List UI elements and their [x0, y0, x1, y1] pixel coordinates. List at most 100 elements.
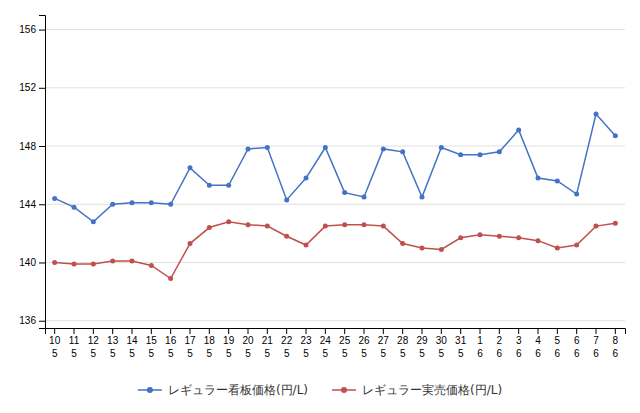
x-tick-label-line: 5	[400, 348, 406, 359]
x-tick-label-line: 5	[52, 348, 58, 359]
x-tick-label-line: 10	[49, 335, 61, 346]
y-tick: 136	[19, 315, 45, 326]
x-tick-mark	[54, 328, 55, 334]
y-tick-label: 148	[19, 141, 36, 152]
x-tick-label: 76	[593, 335, 599, 359]
x-tick-mark	[460, 328, 461, 334]
x-tick-label: 125	[88, 335, 100, 359]
x-tick: 235	[300, 328, 312, 359]
x-tick-label-line: 5	[129, 348, 135, 359]
x-tick-label: 205	[242, 335, 254, 359]
series-point	[130, 200, 135, 205]
series-point	[72, 261, 77, 266]
y-tick-mark	[39, 262, 45, 263]
x-tick: 16	[477, 328, 483, 359]
x-tick-label: 295	[416, 335, 428, 359]
x-tick: 105	[49, 328, 61, 359]
x-tick-label: 26	[497, 335, 503, 359]
x-tick: 125	[88, 328, 100, 359]
series-point	[516, 235, 521, 240]
series-line	[55, 114, 616, 222]
legend-swatch-marker	[147, 387, 153, 393]
y-tick-mark	[39, 30, 45, 31]
series-point	[304, 243, 309, 248]
x-tick-mark	[538, 328, 539, 334]
series-point	[246, 222, 251, 227]
x-tick-mark	[190, 328, 191, 334]
y-tick-mark	[39, 146, 45, 147]
x-tick-label: 56	[555, 335, 561, 359]
x-tick-label-line: 5	[168, 348, 174, 359]
series-point	[91, 261, 96, 266]
x-tick-label-line: 5	[458, 348, 464, 359]
y-tick-mark	[39, 88, 45, 89]
y-tick-label: 152	[19, 82, 36, 93]
x-tick-mark	[228, 328, 229, 334]
series-point	[284, 234, 289, 239]
x-tick-label: 105	[49, 335, 61, 359]
x-tick-label-line: 6	[555, 348, 561, 359]
series-point	[323, 145, 328, 150]
series-point	[400, 241, 405, 246]
x-tick-mark	[286, 328, 287, 334]
x-tick-label-line: 27	[378, 335, 390, 346]
plot-area: 1361401441481521561051151251351451551651…	[19, 16, 625, 359]
series-point	[497, 149, 502, 154]
x-tick-mark	[306, 328, 307, 334]
x-tick-label-line: 29	[416, 335, 428, 346]
x-tick-label-line: 15	[146, 335, 158, 346]
chart: 1361401441481521561051151251351451551651…	[0, 0, 640, 413]
x-tick-label-line: 5	[323, 348, 329, 359]
series	[52, 219, 618, 281]
x-tick-label-line: 6	[535, 348, 541, 359]
series-point	[168, 276, 173, 281]
x-tick-label-line: 5	[91, 348, 97, 359]
x-tick-label-line: 21	[262, 335, 274, 346]
y-tick: 152	[19, 82, 45, 93]
x-tick-mark	[422, 328, 423, 334]
y-tick: 140	[19, 257, 45, 268]
x-tick-label-line: 5	[555, 335, 561, 346]
y-tick-label: 156	[19, 24, 36, 35]
x-tick-mark	[132, 328, 133, 334]
series-point	[188, 165, 193, 170]
x-tick-label-line: 26	[358, 335, 370, 346]
series-point	[52, 260, 57, 265]
series-point	[613, 221, 618, 226]
series-point	[478, 232, 483, 237]
series-point	[52, 196, 57, 201]
x-tick: 76	[593, 328, 599, 359]
legend-label: レギュラー実売価格(円/L)	[362, 383, 502, 397]
series-point	[226, 183, 231, 188]
x-tick-label-line: 19	[223, 335, 235, 346]
series-point	[342, 190, 347, 195]
x-tick: 295	[416, 328, 428, 359]
x-tick-label-line: 24	[320, 335, 332, 346]
y-axis: 136140144148152156	[19, 16, 45, 329]
x-tick: 175	[184, 328, 196, 359]
series-point	[284, 197, 289, 202]
x-tick: 205	[242, 328, 254, 359]
series-point	[149, 263, 154, 268]
y-axis-line	[39, 16, 46, 329]
x-tick-mark	[596, 328, 597, 334]
x-tick-mark	[557, 328, 558, 334]
x-tick-mark	[267, 328, 268, 334]
x-tick: 66	[574, 328, 580, 359]
x-tick-label-line: 6	[477, 348, 483, 359]
x-tick-label-line: 5	[207, 348, 213, 359]
series-point	[381, 224, 386, 229]
x-tick-label-line: 11	[69, 335, 80, 346]
x-tick: 225	[281, 328, 293, 359]
x-tick-label-line: 5	[226, 348, 232, 359]
x-tick-label-line: 28	[397, 335, 409, 346]
series	[52, 111, 618, 224]
x-tick-label: 275	[378, 335, 390, 359]
x-axis-line	[46, 329, 626, 335]
x-tick: 195	[223, 328, 235, 359]
x-tick-label: 175	[184, 335, 196, 359]
x-tick-label-line: 22	[281, 335, 293, 346]
series-point	[555, 245, 560, 250]
x-tick-label-line: 6	[613, 348, 619, 359]
x-tick: 285	[397, 328, 409, 359]
